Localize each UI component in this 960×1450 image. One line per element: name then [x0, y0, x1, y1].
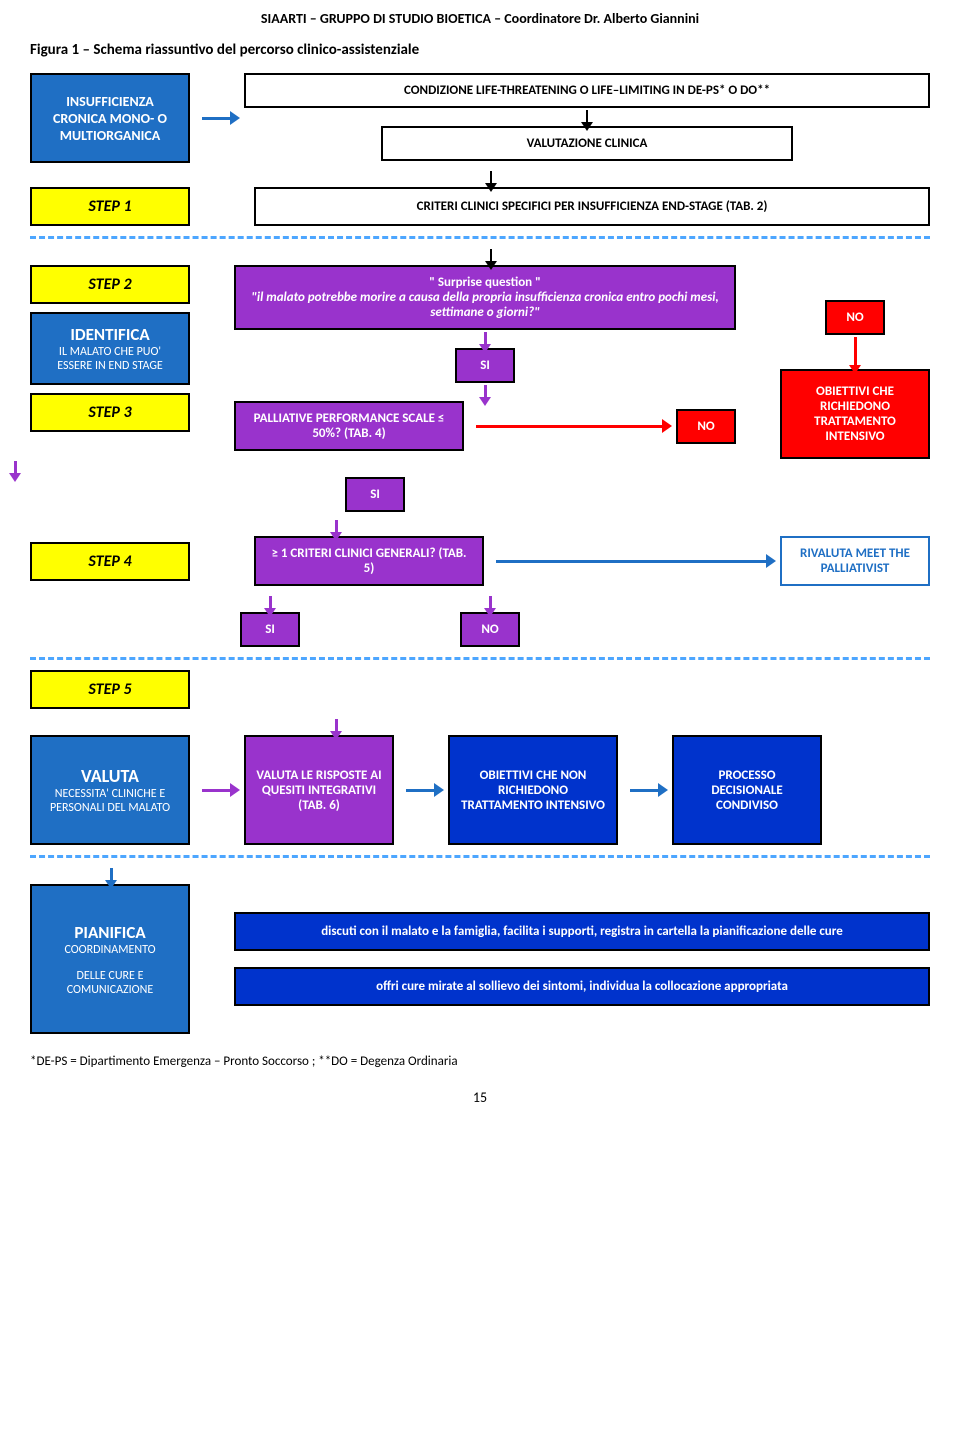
step1-label: STEP 1 — [30, 187, 190, 226]
si-box: SI — [455, 348, 515, 383]
processo-box: PROCESSO DECISIONALE CONDIVISO — [672, 735, 822, 845]
valutazione-box: VALUTAZIONE CLINICA — [381, 126, 793, 161]
arrow-icon — [586, 110, 588, 124]
arrow-icon — [269, 596, 272, 610]
pianifica-title: PIANIFICA — [74, 922, 145, 943]
condition-box: CONDIZIONE LIFE-THREATENING O LIFE–LIMIT… — [244, 73, 930, 108]
page-number: 15 — [30, 1089, 930, 1106]
arrow-icon — [854, 337, 857, 367]
surprise-body: "il malato potrebbe morire a causa della… — [246, 290, 724, 320]
arrow-icon — [14, 461, 17, 475]
pianifica-sub3: COMUNICAZIONE — [67, 983, 154, 997]
arrow-icon — [489, 596, 492, 610]
risposte-box: VALUTA LE RISPOSTE AI QUESITI INTEGRATIV… — [244, 735, 394, 845]
surprise-title: " Surprise question " — [246, 275, 724, 290]
valuta-sub: NECESSITA' CLINICHE E PERSONALI DEL MALA… — [42, 787, 178, 815]
arrow-icon — [110, 868, 113, 882]
criteri-generali-box: ≥ 1 CRITERI CLINICI GENERALI? (TAB. 5) — [254, 536, 484, 586]
step3-label: STEP 3 — [30, 393, 190, 432]
criteri-specifici-box: CRITERI CLINICI SPECIFICI PER INSUFFICIE… — [254, 187, 930, 226]
arrow-icon — [202, 789, 232, 792]
arrow-icon — [490, 249, 492, 263]
separator — [30, 855, 930, 858]
arrow-icon — [484, 385, 487, 399]
valuta-title: VALUTA — [42, 765, 178, 787]
identifica-title: IDENTIFICA — [42, 324, 178, 345]
step4-label: STEP 4 — [30, 542, 190, 581]
input-box: INSUFFICIENZA CRONICA MONO- O MULTIORGAN… — [30, 73, 190, 163]
page-header: SIAARTI – GRUPPO DI STUDIO BIOETICA – Co… — [30, 10, 930, 27]
identifica-sub: IL MALATO CHE PUO' ESSERE IN END STAGE — [42, 345, 178, 373]
arrow-icon — [335, 719, 338, 733]
footnote: *DE-PS = Dipartimento Emergenza – Pronto… — [30, 1054, 930, 1069]
figure-title: Figura 1 – Schema riassuntivo del percor… — [30, 41, 930, 59]
pianifica-sub1: COORDINAMENTO — [64, 943, 155, 957]
pianifica-sub2: DELLE CURE E — [77, 969, 144, 983]
arrow-icon — [476, 425, 664, 428]
separator — [30, 236, 930, 239]
step2-label: STEP 2 — [30, 265, 190, 304]
obiettivi-intensivo-box: OBIETTIVI CHE RICHIEDONO TRATTAMENTO INT… — [780, 369, 930, 459]
obiettivi-non-box: OBIETTIVI CHE NON RICHIEDONO TRATTAMENTO… — [448, 735, 618, 845]
separator — [30, 657, 930, 660]
surprise-box: " Surprise question " "il malato potrebb… — [234, 265, 736, 330]
arrow-icon — [496, 560, 768, 563]
identifica-box: IDENTIFICA IL MALATO CHE PUO' ESSERE IN … — [30, 312, 190, 385]
step5-label: STEP 5 — [30, 670, 190, 709]
valuta-box: VALUTA NECESSITA' CLINICHE E PERSONALI D… — [30, 735, 190, 845]
no-box: NO — [676, 409, 736, 444]
arrow-icon — [202, 117, 232, 120]
offri-box: offri cure mirate al sollievo dei sintom… — [234, 967, 930, 1006]
si-box2: SI — [345, 477, 405, 512]
arrow-icon — [406, 789, 436, 792]
arrow-icon — [335, 520, 338, 534]
pianifica-box: PIANIFICA COORDINAMENTO DELLE CURE E COM… — [30, 884, 190, 1034]
no-box3: NO — [460, 612, 520, 647]
arrow-icon — [484, 332, 487, 346]
arrow-icon — [490, 171, 492, 185]
discuti-box: discuti con il malato e la famiglia, fac… — [234, 912, 930, 951]
arrow-icon — [630, 789, 660, 792]
si-box3: SI — [240, 612, 300, 647]
rivaluta-box: RIVALUTA MEET THE PALLIATIVIST — [780, 536, 930, 586]
no-box2: NO — [825, 300, 885, 335]
pps-box: PALLIATIVE PERFORMANCE SCALE ≤ 50%? (TAB… — [234, 401, 464, 451]
